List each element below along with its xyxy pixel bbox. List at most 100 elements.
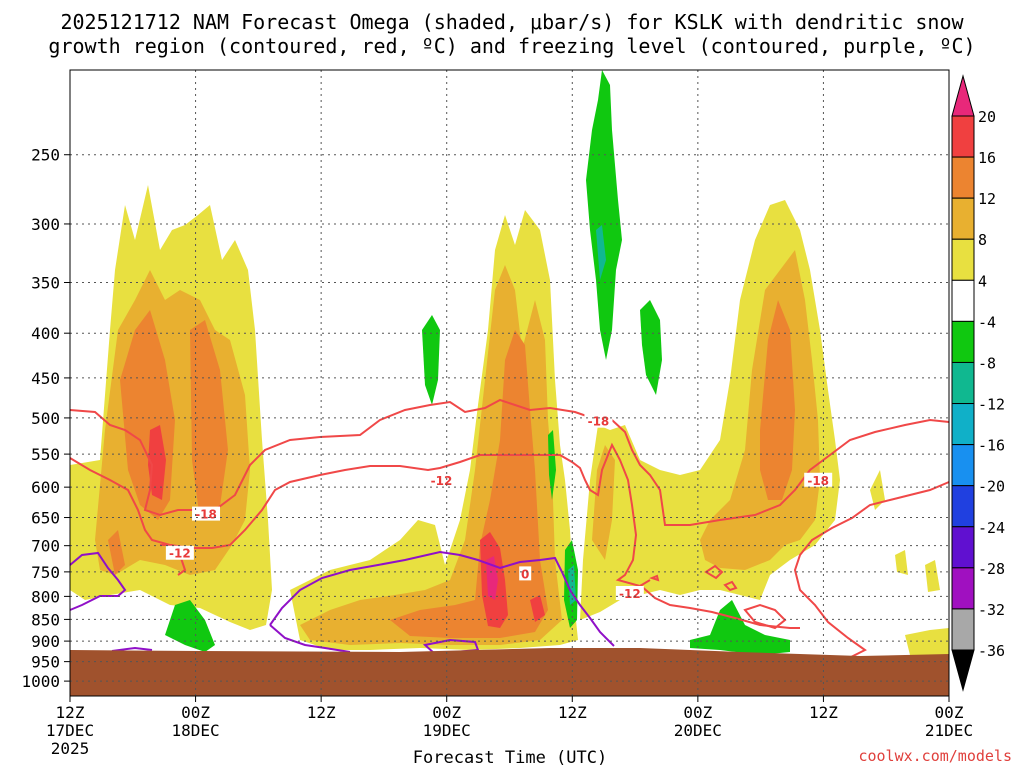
colorbar-label: 16 — [978, 149, 996, 167]
omega-area-neg8 — [548, 430, 556, 500]
omega-area-neg8 — [640, 300, 662, 395]
colorbar-swatch — [951, 320, 975, 363]
colorbar-label: 8 — [978, 231, 987, 249]
contour-label: -12 — [431, 474, 453, 488]
y-tick-label: 500 — [31, 409, 60, 428]
y-tick-label: 650 — [31, 509, 60, 528]
contour-labels: -18 -12 -18 -12 -18 -12 0 — [165, 413, 833, 601]
chart-title-line2: growth region (contoured, red, ºC) and f… — [48, 34, 975, 58]
freezing-level-contour — [69, 551, 127, 611]
plot-frame — [69, 69, 950, 697]
colorbar-label: 12 — [978, 190, 996, 208]
colorbar-label: -32 — [978, 601, 1005, 619]
colorbar: 20 16 12 8 4 -4 -8 -12 -16 -20 -24 -28 -32 -36 — [951, 74, 1005, 692]
omega-area-4 — [905, 628, 949, 655]
contour-label: -18 — [588, 415, 610, 429]
contour-label: 0 — [521, 567, 529, 581]
colorbar-swatch — [951, 567, 975, 610]
colorbar-swatch — [951, 485, 975, 528]
omega-area-16 — [480, 532, 545, 628]
colorbar-label: -36 — [978, 642, 1005, 660]
x-tick-label: 00Z — [935, 703, 964, 722]
contour-label-bg — [519, 566, 532, 581]
x-tick-label: 18DEC — [171, 721, 219, 740]
omega-area-12 — [390, 330, 548, 638]
y-tick-label: 800 — [31, 587, 60, 606]
colorbar-label: -12 — [978, 396, 1005, 414]
y-tick-label: 850 — [31, 610, 60, 629]
colorbar-bottom-arrow — [951, 649, 975, 692]
colorbar-swatch — [951, 115, 975, 158]
y-tick-label: 900 — [31, 632, 60, 651]
isotherm-closed-contour — [649, 574, 660, 582]
y-tick-label: 250 — [31, 146, 60, 165]
contour-label: -12 — [619, 587, 641, 601]
y-tick-label: 300 — [31, 215, 60, 234]
freezing-level-contour — [269, 624, 351, 653]
isotherm-contours — [69, 398, 950, 659]
colorbar-swatch — [951, 361, 975, 405]
y-tick-label: 700 — [31, 537, 60, 556]
colorbar-swatch — [951, 444, 975, 487]
omega-area-neg8 — [690, 600, 790, 655]
x-tick-label: 12Z — [558, 703, 587, 722]
colorbar-label: -28 — [978, 560, 1005, 578]
colorbar-swatch — [951, 197, 975, 240]
isotherm-closed-contour — [743, 603, 787, 630]
y-axis-pressure: 250 300 350 400 450 500 550 600 650 700 750 800 850 9… — [21, 146, 70, 691]
y-tick-label: 950 — [31, 653, 60, 672]
colorbar-label: 4 — [978, 272, 987, 290]
isotherm-closed-contour — [704, 564, 724, 580]
colorbar-label: -8 — [978, 354, 996, 372]
y-tick-label: 600 — [31, 478, 60, 497]
colorbar-label: -20 — [978, 478, 1005, 496]
freezing-level-contour — [269, 550, 615, 647]
plot-area: -18 -12 -18 -12 -18 -12 0 — [69, 69, 950, 697]
omega-area-neg8 — [165, 600, 215, 652]
x-tick-label: 00Z — [683, 703, 712, 722]
omega-area-12 — [108, 310, 228, 575]
x-tick-label: 19DEC — [423, 721, 471, 740]
omega-area-neg8 — [422, 315, 440, 405]
colorbar-swatch — [951, 526, 975, 569]
x-tick-label: 21DEC — [925, 721, 973, 740]
colorbar-label: -24 — [978, 519, 1005, 537]
isotherm-closed-contour — [723, 580, 738, 592]
x-tick-label: 12Z — [809, 703, 838, 722]
y-tick-label: 750 — [31, 563, 60, 582]
omega-area-12 — [760, 300, 795, 500]
x-axis-title: Forecast Time (UTC) — [413, 748, 607, 768]
omega-area-16 — [148, 425, 166, 500]
contour-label-bg — [192, 506, 221, 521]
contour-label: -18 — [195, 508, 217, 522]
ground-surface — [70, 648, 949, 696]
contour-label-bg — [427, 472, 456, 487]
colorbar-label: -16 — [978, 437, 1005, 455]
contour-label-bg — [165, 545, 194, 560]
colorbar-label: -4 — [978, 313, 996, 331]
contour-label: -12 — [169, 547, 191, 561]
contour-label: -18 — [807, 474, 829, 488]
grid-lines — [70, 70, 949, 696]
x-tick-label: 2025 — [51, 739, 90, 758]
omega-area-neg12 — [596, 225, 606, 280]
contour-label-bg — [584, 413, 613, 428]
x-tick-label: 12Z — [56, 703, 85, 722]
x-tick-label: 20DEC — [674, 721, 722, 740]
y-tick-label: 350 — [31, 273, 60, 292]
y-tick-label: 1000 — [21, 672, 60, 691]
colorbar-top-arrow — [951, 74, 975, 117]
omega-shading — [70, 185, 949, 655]
contour-label-bg — [804, 472, 833, 487]
colorbar-swatch — [951, 279, 975, 322]
x-tick-label: 00Z — [181, 703, 210, 722]
y-tick-label: 450 — [31, 369, 60, 388]
colorbar-swatch — [951, 403, 975, 446]
omega-area-4 — [870, 470, 940, 592]
colorbar-swatch — [951, 608, 975, 651]
isotherm-minus12-contour — [639, 584, 800, 629]
chart-title-line1: 2025121712 NAM Forecast Omega (shaded, μ… — [60, 10, 964, 34]
colorbar-label: 20 — [978, 108, 996, 126]
